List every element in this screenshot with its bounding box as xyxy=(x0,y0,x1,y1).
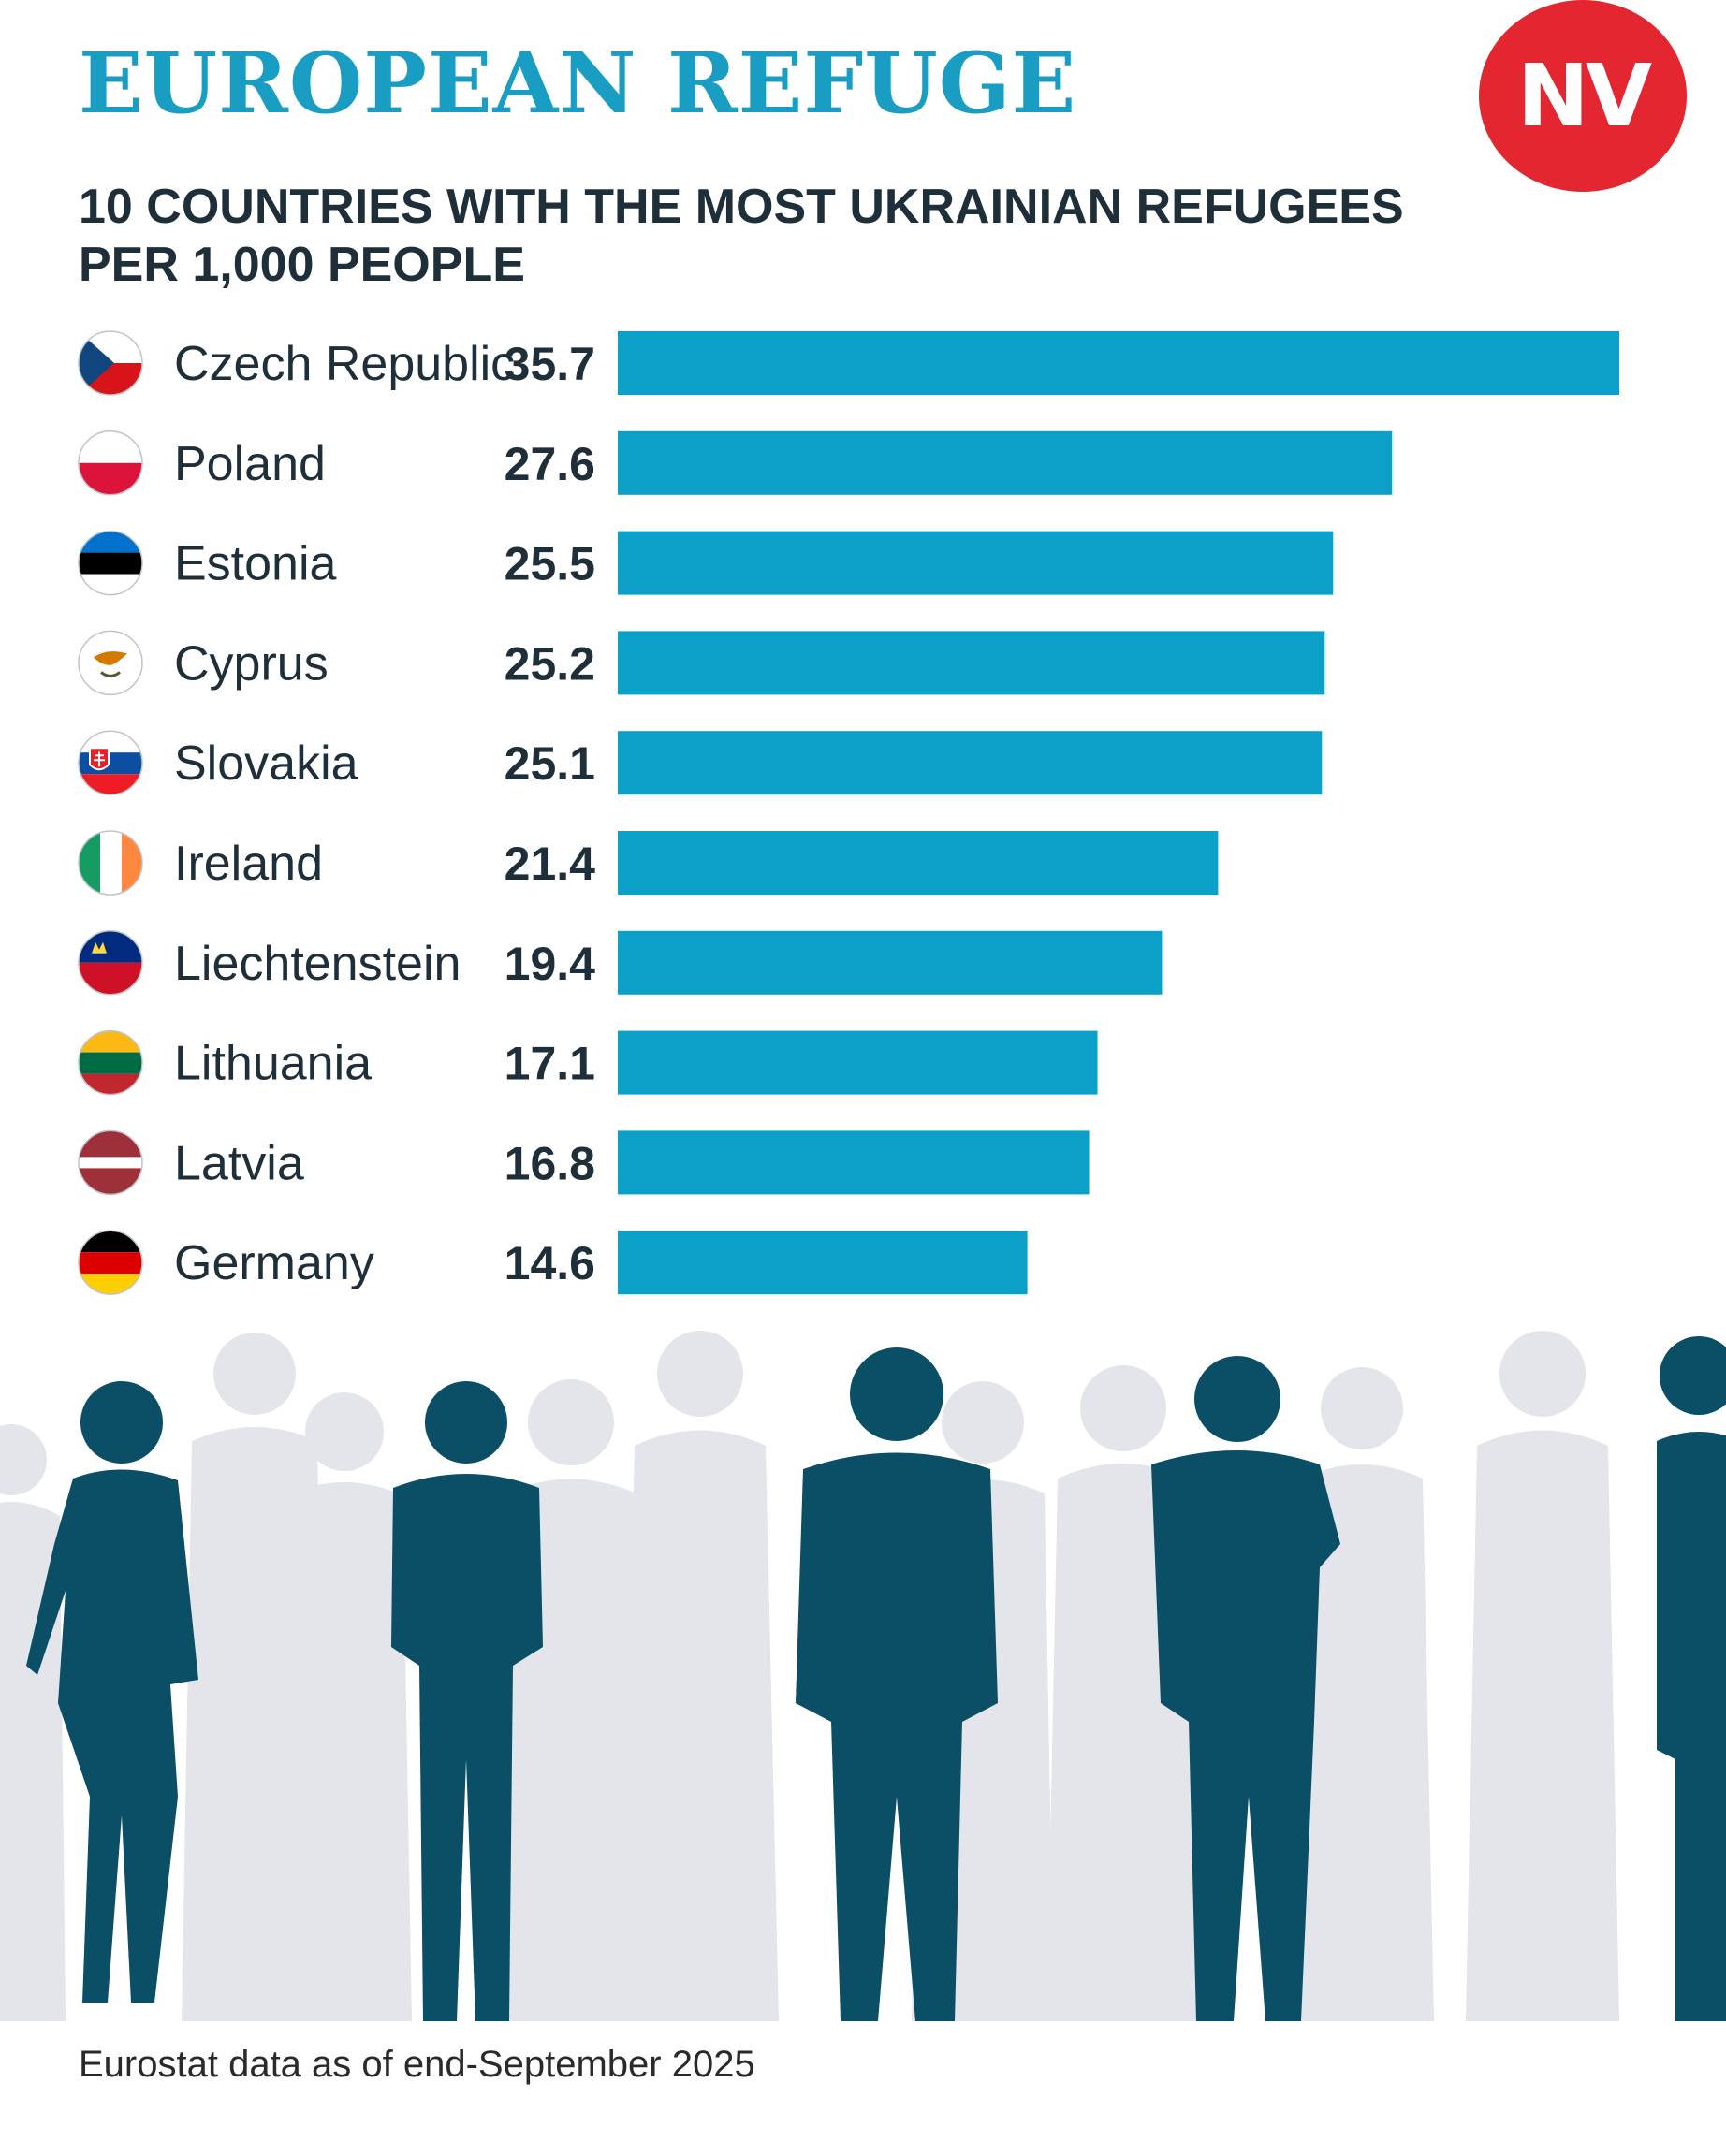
ireland-flag-icon xyxy=(78,830,143,896)
latvia-flag-icon xyxy=(78,1129,143,1196)
poland-flag-icon xyxy=(78,430,143,496)
chart-subtitle: 10 COUNTRIES WITH THE MOST UKRAINIAN REF… xyxy=(79,178,1404,294)
bar-poland xyxy=(618,430,1393,495)
value-label-ireland: 21.4 xyxy=(505,838,596,890)
value-label-czech-republic: 35.7 xyxy=(505,338,595,390)
source-footnote: Eurostat data as of end-September 2025 xyxy=(79,2044,755,2085)
country-label-liechtenstein: Liechtenstein xyxy=(174,937,461,991)
silhouette-light-1 xyxy=(0,1424,66,2021)
country-label-czech-republic: Czech Republic xyxy=(174,337,515,391)
bar-estonia xyxy=(618,531,1334,595)
bar-chart: Czech Republic Poland Estonia Cyprus Slovaki… xyxy=(78,330,1619,1295)
silhouette-dark-woman-left xyxy=(26,1381,198,2003)
bar-germany xyxy=(618,1231,1028,1295)
bar-liechtenstein xyxy=(618,930,1163,995)
value-label-lithuania: 17.1 xyxy=(505,1038,595,1090)
country-label-slovakia: Slovakia xyxy=(174,736,358,791)
page-title: EUROPEAN REFUGE xyxy=(79,34,1077,133)
value-label-slovakia: 25.1 xyxy=(505,737,595,790)
silhouette-dark-man-phone xyxy=(1151,1356,1340,2021)
silhouette-light-8 xyxy=(1290,1367,1434,2021)
bar-slovakia xyxy=(618,731,1323,795)
bar-ireland xyxy=(618,831,1219,895)
germany-flag-icon xyxy=(78,1230,143,1295)
value-label-germany: 14.6 xyxy=(505,1237,595,1289)
country-label-estonia: Estonia xyxy=(174,537,337,591)
value-label-poland: 27.6 xyxy=(505,438,595,490)
nv-logo-text: NV xyxy=(1516,46,1652,146)
liechtenstein-flag-icon xyxy=(78,930,143,996)
bar-cyprus xyxy=(618,631,1325,695)
czech-flag-icon xyxy=(78,330,143,396)
silhouette-dark-man-2 xyxy=(391,1381,543,2021)
crowd-silhouette-illustration xyxy=(0,1331,1726,2021)
silhouette-light-9 xyxy=(1466,1331,1619,2021)
country-label-latvia: Latvia xyxy=(174,1136,304,1190)
value-label-estonia: 25.5 xyxy=(505,538,595,590)
nv-logo: NV xyxy=(1479,0,1687,192)
silhouette-light-3 xyxy=(277,1392,412,2021)
bar-czech-republic xyxy=(618,331,1619,395)
lithuania-flag-icon xyxy=(78,1029,143,1096)
bar-latvia xyxy=(618,1130,1090,1195)
value-label-latvia: 16.8 xyxy=(505,1137,595,1189)
country-label-poland: Poland xyxy=(174,437,326,491)
subtitle-line-1: 10 COUNTRIES WITH THE MOST UKRAINIAN REF… xyxy=(79,180,1404,234)
silhouette-dark-man-center xyxy=(796,1348,998,2021)
bar-lithuania xyxy=(618,1030,1098,1095)
country-label-lithuania: Lithuania xyxy=(174,1037,372,1091)
value-label-liechtenstein: 19.4 xyxy=(505,938,596,990)
country-label-cyprus: Cyprus xyxy=(174,636,329,691)
subtitle-line-2: PER 1,000 PEOPLE xyxy=(79,238,525,292)
slovakia-flag-icon xyxy=(78,730,143,795)
foreground-silhouettes xyxy=(26,1336,1726,2021)
country-label-germany: Germany xyxy=(174,1236,374,1290)
silhouette-dark-woman-right xyxy=(1657,1336,1726,2021)
silhouette-light-5 xyxy=(622,1331,779,2021)
country-label-ireland: Ireland xyxy=(174,837,323,891)
cyprus-flag-icon xyxy=(78,630,143,696)
estonia-flag-icon xyxy=(78,530,143,596)
value-label-cyprus: 25.2 xyxy=(505,637,595,690)
